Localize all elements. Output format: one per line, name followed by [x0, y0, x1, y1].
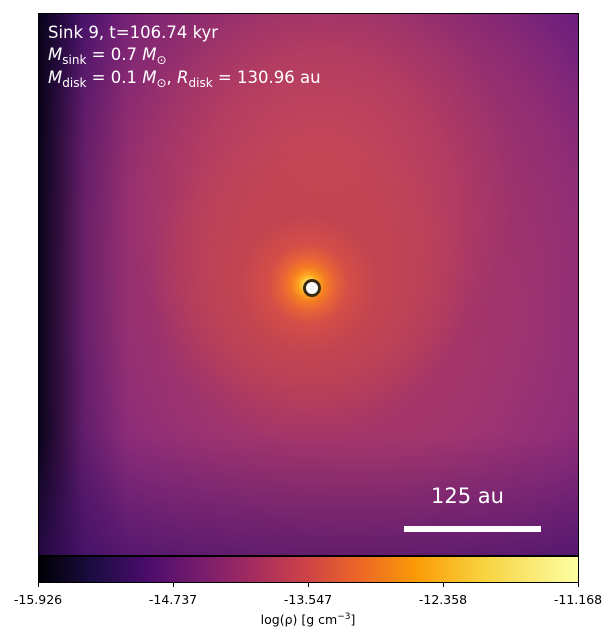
- m-sink-subscript: sink: [62, 52, 87, 67]
- sink-mass-label: Msink = 0.7 M⊙: [48, 44, 321, 68]
- colorbar-label-exponent: −3: [337, 612, 351, 622]
- colorbar-tick: [578, 583, 579, 587]
- colorbar-tick-label: -14.737: [148, 592, 198, 607]
- colorbar-tick-label: -13.547: [283, 592, 333, 607]
- m-disk-subscript: disk: [62, 76, 87, 90]
- map-shading-bottom: [39, 435, 578, 555]
- colorbar-tick: [173, 583, 174, 587]
- colorbar-label-close: ]: [350, 612, 356, 628]
- density-map: Sink 9, t=106.74 kyr Msink = 0.7 M⊙ Mdis…: [38, 13, 579, 556]
- colorbar-tick-label: -11.168: [553, 592, 603, 607]
- m-sink-value: = 0.7: [91, 44, 137, 64]
- m-disk-value: = 0.1: [91, 68, 137, 87]
- sink-marker-icon: [303, 279, 321, 297]
- map-annotation: Sink 9, t=106.74 kyr Msink = 0.7 M⊙ Mdis…: [48, 22, 321, 91]
- colorbar-tick: [308, 583, 309, 587]
- colorbar-label: log(ρ) [g cm−3]: [261, 612, 356, 627]
- m-sink-symbol: M: [48, 44, 63, 64]
- colorbar-tick: [443, 583, 444, 587]
- colorbar: [38, 556, 579, 583]
- m-disk-unit: M: [142, 68, 157, 87]
- colorbar-label-main: log(ρ) [g cm: [260, 612, 338, 628]
- colorbar-tick-label: -15.926: [13, 592, 63, 607]
- scalebar-line: [404, 526, 541, 532]
- colorbar-tick: [38, 583, 39, 587]
- sink-time-label: Sink 9, t=106.74 kyr: [48, 23, 219, 42]
- m-disk-symbol: M: [48, 68, 63, 87]
- r-disk-symbol: R: [177, 68, 189, 87]
- colorbar-tick-label: -12.358: [418, 592, 468, 607]
- scalebar-label: 125 au: [431, 484, 504, 508]
- m-sink-unit: M: [142, 44, 157, 64]
- r-disk-value: = 130.96 au: [217, 68, 321, 87]
- disk-props-label: Mdisk = 0.1 M⊙, Rdisk = 130.96 au: [48, 68, 321, 90]
- r-disk-subscript: disk: [188, 76, 213, 90]
- m-disk-unit-subscript: ⊙: [156, 76, 167, 90]
- m-sink-unit-subscript: ⊙: [156, 52, 167, 67]
